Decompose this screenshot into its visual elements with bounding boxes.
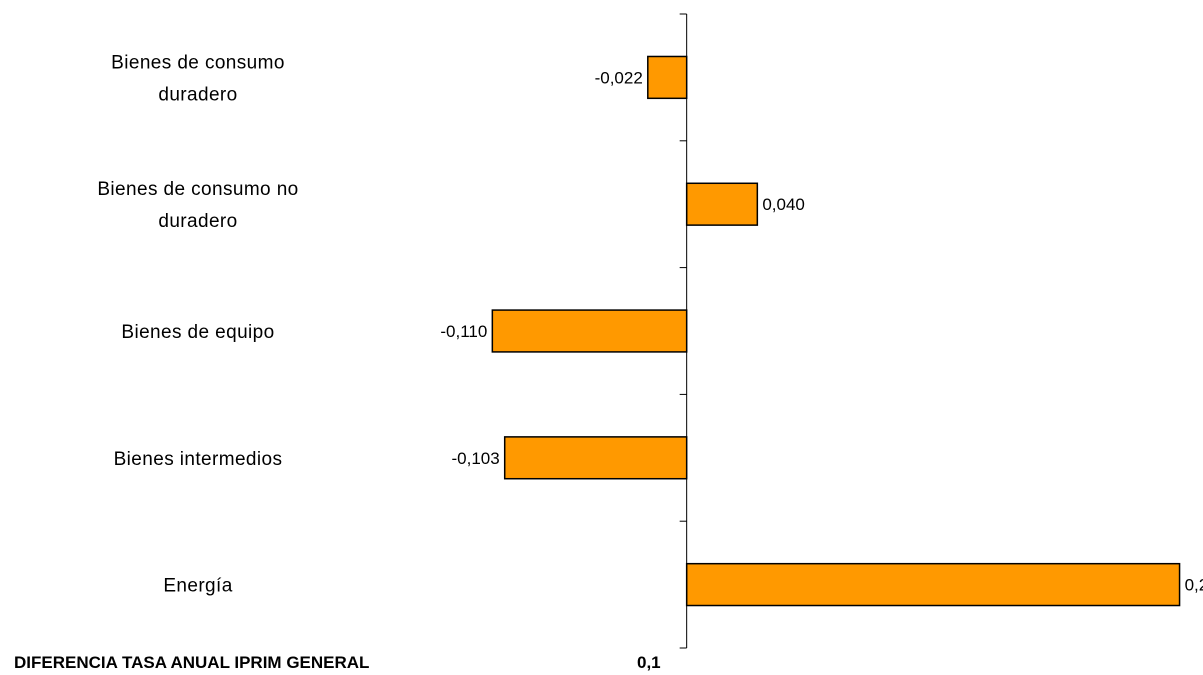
category-label-line: Bienes de equipo: [121, 322, 274, 343]
bar: [503, 436, 688, 480]
bar: [491, 309, 688, 353]
category-axis: [679, 13, 688, 649]
category-label-line: Bienes de consumo no: [97, 179, 298, 200]
footer-value: 0,1: [637, 653, 661, 672]
bar: [685, 562, 1181, 607]
data-label: 0,040: [762, 195, 805, 214]
category-label-line: Energía: [163, 576, 232, 597]
category-label-line: Bienes intermedios: [114, 449, 283, 470]
bar: [647, 55, 688, 100]
footer-label: DIFERENCIA TASA ANUAL IPRIM GENERAL: [14, 653, 369, 672]
category-label-line: duradero: [158, 211, 237, 232]
category-label: Bienes de consumo no duradero: [97, 179, 298, 232]
category-label: Bienes de consumo duradero: [111, 52, 285, 105]
data-label: -0,022: [595, 68, 643, 87]
bar: [685, 182, 759, 226]
data-label: -0,110: [440, 322, 487, 341]
data-label: -0,103: [451, 449, 499, 468]
data-label: 0,279: [1185, 576, 1203, 595]
labels-layer: -0,022 Bienes de consumo duradero 0,040 Bien…: [97, 52, 1203, 596]
category-label: Bienes de equipo: [121, 322, 274, 343]
bars-layer: [491, 55, 1181, 607]
category-label: Bienes intermedios: [114, 449, 283, 470]
category-label-line: Bienes de consumo: [111, 52, 285, 73]
category-label: Energía: [163, 576, 232, 597]
category-label-line: duradero: [158, 84, 237, 105]
